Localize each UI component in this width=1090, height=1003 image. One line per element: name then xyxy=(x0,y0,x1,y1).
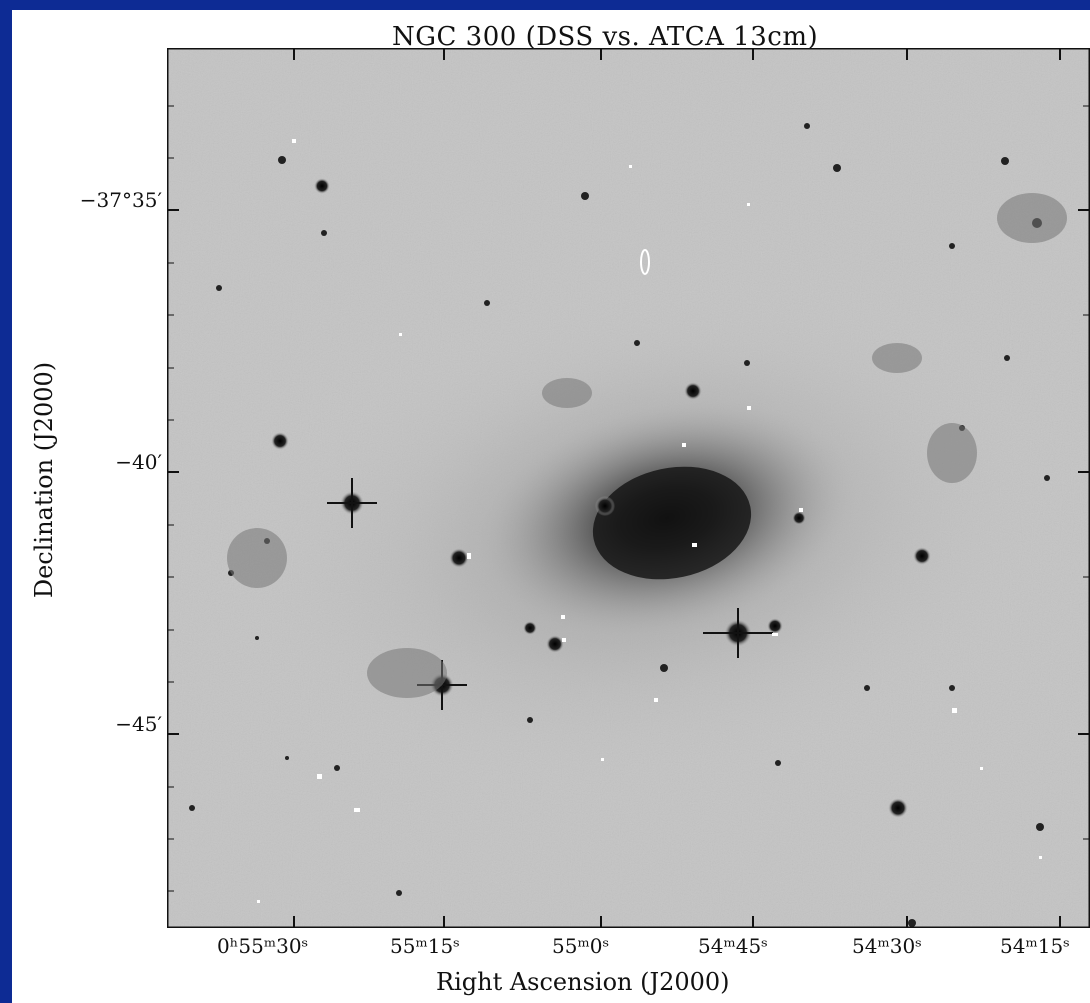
dec-tick-label: −37°35′ xyxy=(79,188,162,212)
ra-tick-label: 55ᵐ15ˢ xyxy=(390,934,460,958)
dec-tick-label: −45′ xyxy=(115,712,162,736)
x-axis-label: Right Ascension (J2000) xyxy=(436,968,730,996)
galaxy-image xyxy=(167,48,1090,928)
ra-tick-label: 55ᵐ0ˢ xyxy=(552,934,610,958)
ra-tick-label: 54ᵐ15ˢ xyxy=(1000,934,1070,958)
ra-tick-label: 0ʰ55ᵐ30ˢ xyxy=(217,934,309,958)
ra-tick-label: 54ᵐ30ˢ xyxy=(852,934,922,958)
ra-tick-label: 54ᵐ45ˢ xyxy=(698,934,768,958)
y-axis-label: Declination (J2000) xyxy=(30,361,58,599)
figure-panel: NGC 300 (DSS vs. ATCA 13cm) xyxy=(12,10,1090,1003)
dec-tick-label: −40′ xyxy=(115,450,162,474)
plot-title: NGC 300 (DSS vs. ATCA 13cm) xyxy=(392,22,819,52)
